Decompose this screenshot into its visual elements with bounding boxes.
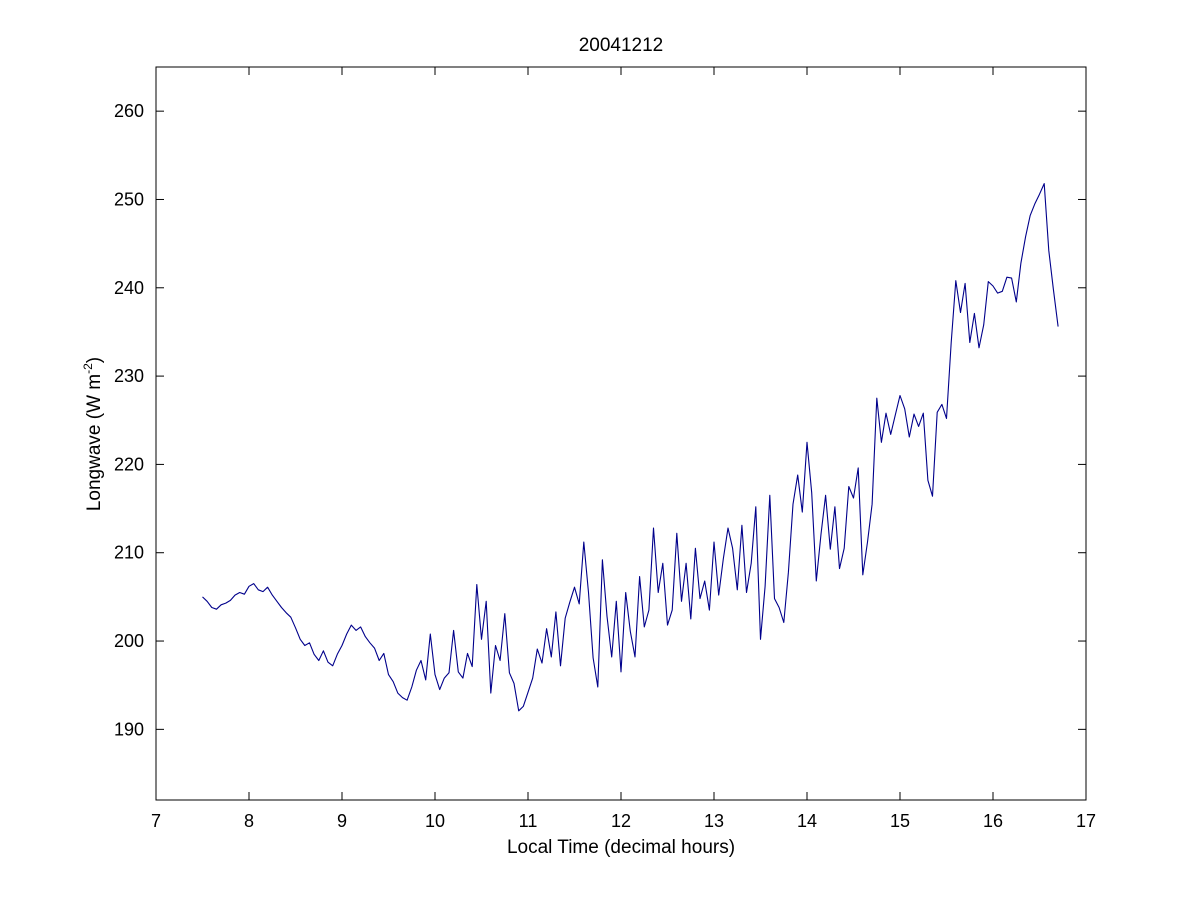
- x-tick-label: 12: [611, 811, 631, 831]
- y-tick-label: 260: [114, 101, 144, 121]
- x-tick-label: 17: [1076, 811, 1096, 831]
- x-tick-label: 9: [337, 811, 347, 831]
- y-axis-label-exponent: -2: [81, 363, 95, 374]
- x-tick-label: 16: [983, 811, 1003, 831]
- longwave-series-line: [202, 183, 1059, 712]
- x-tick-label: 13: [704, 811, 724, 831]
- y-tick-label: 190: [114, 719, 144, 739]
- x-ticks: 7 8 9 10 11 12 13 14 15 16 17: [151, 67, 1096, 831]
- y-axis-label: Longwave (W m-2): [81, 357, 105, 511]
- chart-title: 20041212: [579, 35, 664, 56]
- y-tick-label: 230: [114, 366, 144, 386]
- y-tick-label: 220: [114, 454, 144, 474]
- y-ticks: 190 200 210 220 230 240 250 260: [114, 101, 1086, 739]
- x-tick-label: 7: [151, 811, 161, 831]
- x-tick-label: 14: [797, 811, 817, 831]
- x-tick-label: 15: [890, 811, 910, 831]
- y-axis-label-main: Longwave (W m: [84, 374, 105, 511]
- y-tick-label: 240: [114, 278, 144, 298]
- y-tick-label: 250: [114, 189, 144, 209]
- x-tick-label: 10: [425, 811, 445, 831]
- y-axis-label-close: ): [84, 357, 105, 363]
- plot-area: [155, 66, 1087, 801]
- x-tick-label: 11: [519, 811, 538, 831]
- x-axis-label: Local Time (decimal hours): [507, 837, 735, 858]
- y-tick-label: 210: [114, 543, 144, 563]
- y-tick-label: 200: [114, 631, 144, 651]
- x-tick-label: 8: [244, 811, 254, 831]
